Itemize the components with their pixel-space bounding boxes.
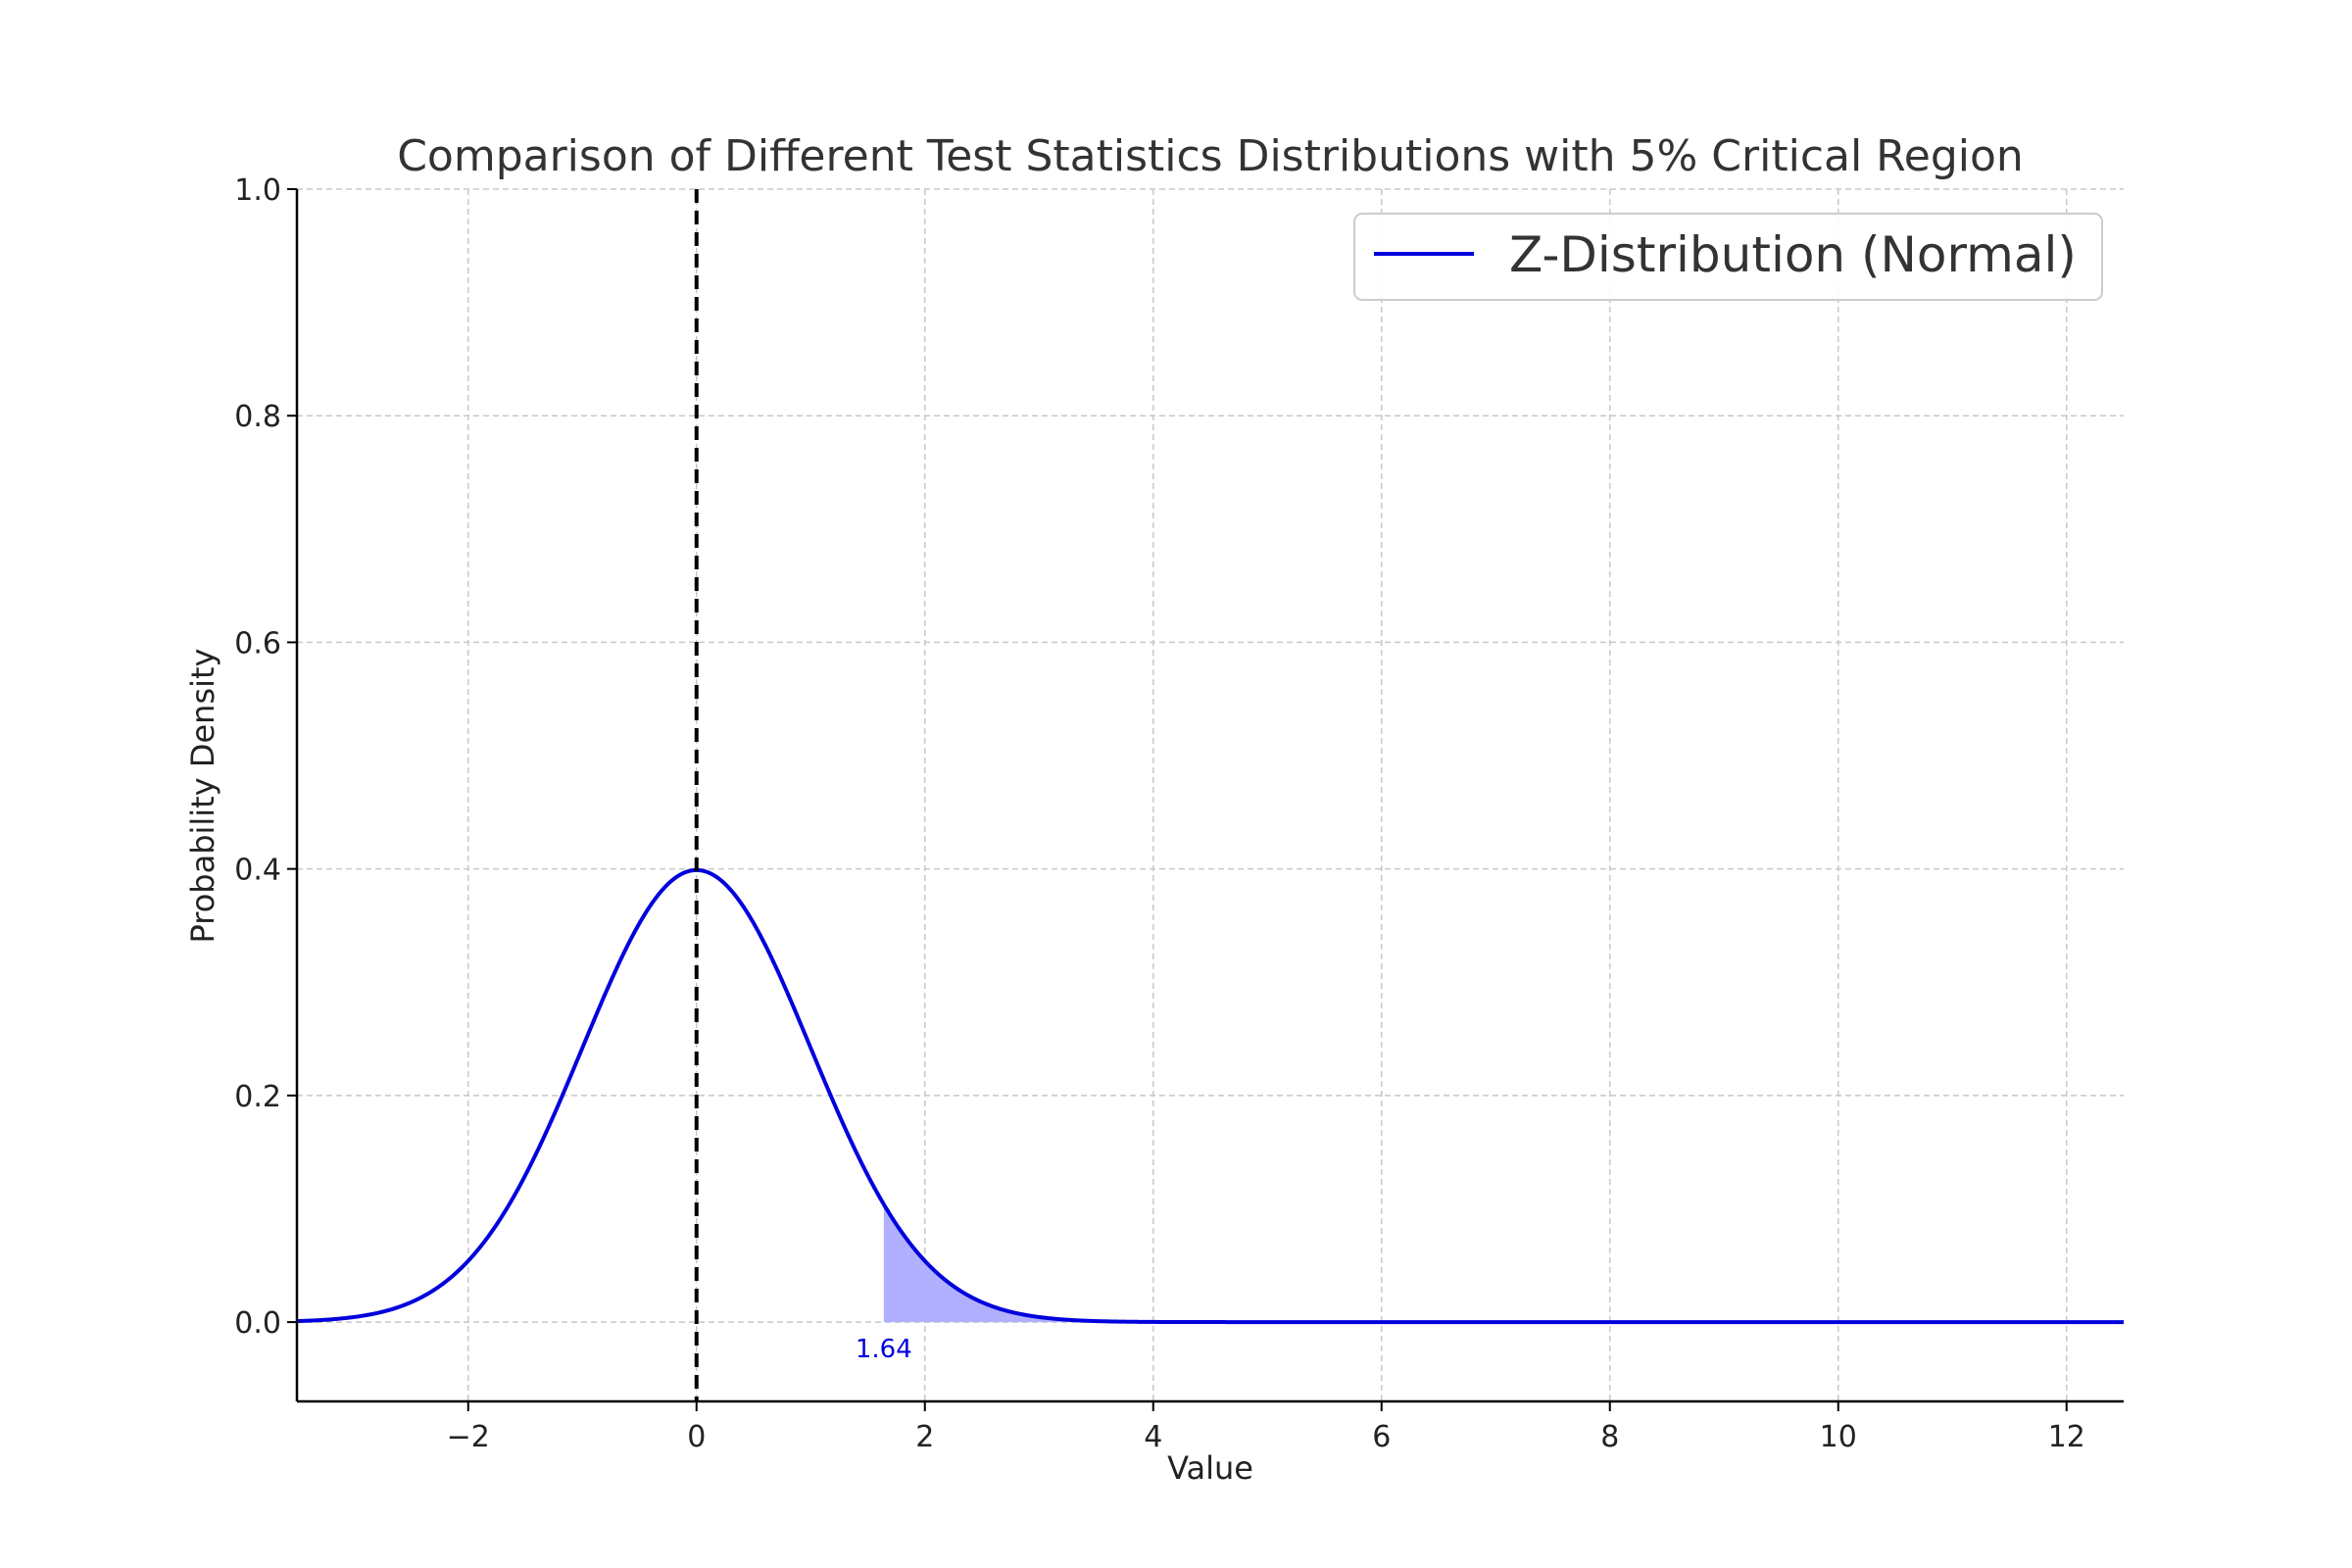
critical-value-annotation: 1.64: [856, 1335, 912, 1364]
y-tick-label: 0.4: [234, 854, 281, 888]
x-tick-label: 12: [2048, 1420, 2085, 1454]
z-distribution-curve: [296, 867, 2125, 1325]
x-tick-label: 6: [1372, 1420, 1391, 1454]
x-tick-label: 10: [1820, 1420, 1857, 1454]
axes-layer: [295, 189, 2124, 1403]
y-axis-label: Probability Density: [184, 649, 221, 944]
legend-box: [1353, 213, 2103, 301]
y-tick-label: 0.8: [234, 400, 281, 434]
legend: Z-Distribution (Normal): [1353, 213, 2103, 301]
x-tick-label: 2: [915, 1420, 934, 1454]
x-tick-label: 4: [1144, 1420, 1162, 1454]
ticks-layer: −2 0 2 4 6 8 10 12 0.0 0.2 0.4 0.6 0.8 1.0: [234, 173, 2085, 1454]
y-tick-label: 0.6: [234, 626, 281, 661]
y-tick-label: 1.0: [234, 173, 281, 208]
series-layer: [296, 189, 2125, 1401]
legend-label: Z-Distribution (Normal): [1509, 226, 2077, 283]
chart-title: Comparison of Different Test Statistics …: [397, 131, 2024, 181]
x-tick-label: 0: [687, 1420, 706, 1454]
x-tick-label: 8: [1600, 1420, 1619, 1454]
x-axis-label: Value: [1167, 1449, 1253, 1487]
y-tick-label: 0.2: [234, 1080, 281, 1114]
grid-layer: [297, 188, 2124, 1401]
y-tick-label: 0.0: [234, 1306, 281, 1341]
x-tick-label: −2: [447, 1420, 490, 1454]
